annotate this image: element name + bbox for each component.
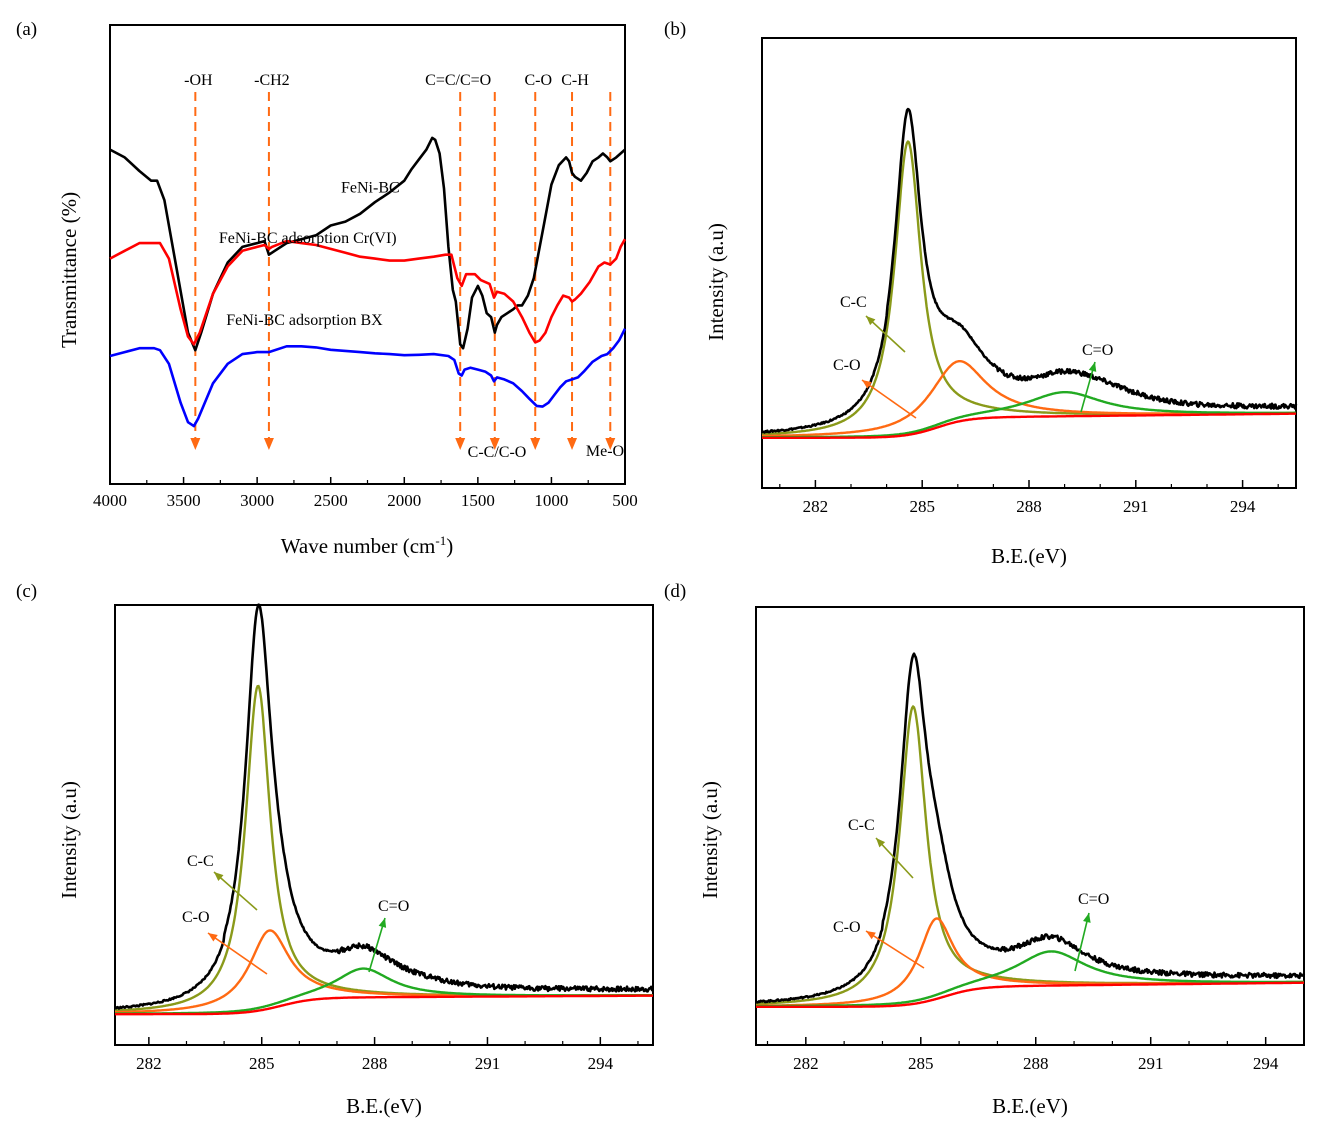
- component-curve-c-c: [761, 139, 1296, 436]
- marker-arrowhead: [489, 438, 500, 450]
- x-tick-label: 291: [475, 1054, 501, 1073]
- annotation-arrowhead: [208, 933, 218, 942]
- x-axis-title: Wave number (cm-1): [281, 533, 453, 558]
- x-axis-title: B.E.(eV): [346, 1094, 422, 1118]
- background-curve: [756, 981, 1304, 1008]
- xps-chart-d: 282 285 288 291 294 C-C C-O C=O B.E.(eV) Intens…: [698, 606, 1306, 1118]
- series-label: FeNi-BC adsorption BX: [226, 312, 383, 329]
- series-label: FeNi-BC adsorption Cr(VI): [219, 230, 397, 247]
- marker-label: C=C/C=O: [425, 72, 491, 89]
- ftir-chart: -OH -CH2 C=C/C=O C-O C-H C-C/C-O Me-O FeNi-BC F…: [57, 24, 638, 558]
- annotation-arrowhead: [1088, 362, 1097, 372]
- envelope-curve: [114, 603, 654, 1010]
- marker-label: C-H: [561, 72, 589, 89]
- x-tick-label: 282: [803, 497, 829, 516]
- y-axis-title: Intensity (a.u): [698, 781, 722, 899]
- series-line-0: [109, 136, 626, 352]
- y-axis-title: Transmittance (%): [57, 192, 81, 348]
- x-tick-label: 294: [1253, 1054, 1279, 1073]
- x-tick-label: 3000: [240, 491, 274, 510]
- annotation-label-ceqo: C=O: [378, 898, 409, 915]
- x-tick-label: 500: [612, 491, 638, 510]
- panel-label-a: (a): [16, 19, 37, 40]
- x-tick-label: 285: [249, 1054, 275, 1073]
- x-tick-label: 294: [588, 1054, 614, 1073]
- panel-label-b: (b): [664, 19, 686, 40]
- x-axis-title: B.E.(eV): [992, 1094, 1068, 1118]
- component-curve-ceqo: [756, 950, 1304, 1008]
- x-tick-label: 2000: [387, 491, 421, 510]
- annotation-arrow: [368, 917, 386, 973]
- marker-arrowhead: [567, 438, 578, 450]
- annotation-arrow: [865, 930, 925, 969]
- annotation-label-c-o: C-O: [833, 919, 861, 936]
- annotation-label-ceqo: C=O: [1082, 342, 1113, 359]
- annotation-arrow: [207, 932, 268, 975]
- annotation-arrowhead: [214, 872, 224, 882]
- annotation-arrowhead: [876, 838, 886, 848]
- x-tick-label: 1000: [534, 491, 568, 510]
- annotation-arrow: [213, 871, 258, 911]
- x-tick-label: 285: [908, 1054, 934, 1073]
- x-tick-label: 282: [136, 1054, 162, 1073]
- component-curve-c-o: [115, 929, 653, 1014]
- background-curve: [115, 994, 653, 1016]
- marker-arrowhead: [263, 438, 274, 450]
- annotation-arrowhead: [866, 316, 876, 326]
- y-axis-title: Intensity (a.u): [704, 223, 728, 341]
- bottom-label-me-o: Me-O: [586, 443, 624, 460]
- y-axis-title: Intensity (a.u): [57, 781, 81, 899]
- x-tick-label: 288: [362, 1054, 388, 1073]
- x-tick-label: 288: [1016, 497, 1042, 516]
- x-tick-label: 285: [909, 497, 935, 516]
- annotation-label-c-c: C-C: [848, 817, 875, 834]
- x-tick-label: 294: [1230, 497, 1256, 516]
- series-line-1: [109, 238, 627, 346]
- x-tick-label: 4000: [93, 491, 127, 510]
- panel-label-d: (d): [664, 581, 686, 602]
- x-tick-label: 1500: [461, 491, 495, 510]
- x-tick-label: 282: [793, 1054, 819, 1073]
- annotation-label-c-o: C-O: [833, 357, 861, 374]
- x-axis-title: B.E.(eV): [991, 544, 1067, 568]
- xps-chart-b: 282 285 288 291 294 C-C C-O C=O B.E.(eV) Intens…: [704, 37, 1298, 568]
- plot-frame: [114, 604, 654, 1046]
- component-curve-c-c: [115, 684, 653, 1012]
- x-tick-label: 2500: [314, 491, 348, 510]
- marker-label: -OH: [184, 72, 213, 89]
- marker-label: -CH2: [254, 72, 290, 89]
- annotation-arrowhead: [862, 380, 872, 389]
- x-tick-label: 3500: [167, 491, 201, 510]
- plot-frame: [109, 24, 626, 485]
- marker-arrowhead: [605, 438, 616, 450]
- x-tick-label: 288: [1023, 1054, 1049, 1073]
- marker-arrowhead: [190, 438, 201, 450]
- x-tick-label: 291: [1123, 497, 1149, 516]
- marker-arrowhead: [530, 438, 541, 450]
- x-tick-label: 291: [1138, 1054, 1164, 1073]
- annotation-arrow: [1074, 912, 1090, 972]
- panel-label-c: (c): [16, 581, 37, 602]
- annotation-arrowhead: [866, 931, 876, 940]
- annotation-label-ceqo: C=O: [1078, 891, 1109, 908]
- annotation-arrowhead: [1083, 913, 1091, 923]
- envelope-curve: [755, 652, 1306, 1004]
- annotation-label-c-o: C-O: [182, 909, 210, 926]
- background-curve: [762, 412, 1296, 439]
- bottom-label-cc-co: C-C/C-O: [468, 444, 527, 461]
- marker-arrowhead: [455, 438, 466, 450]
- annotation-arrow: [861, 379, 917, 419]
- series-label: FeNi-BC: [341, 179, 400, 196]
- annotation-label-c-c: C-C: [187, 853, 214, 870]
- marker-label: C-O: [524, 72, 552, 89]
- xps-chart-c: 282 285 288 291 294 C-C C-O C=O B.E.(eV) Intens…: [57, 603, 654, 1118]
- annotation-arrowhead: [378, 918, 387, 928]
- series-line-2: [109, 328, 627, 428]
- plot-frame: [755, 606, 1305, 1046]
- envelope-curve: [761, 107, 1298, 434]
- annotation-label-c-c: C-C: [840, 294, 867, 311]
